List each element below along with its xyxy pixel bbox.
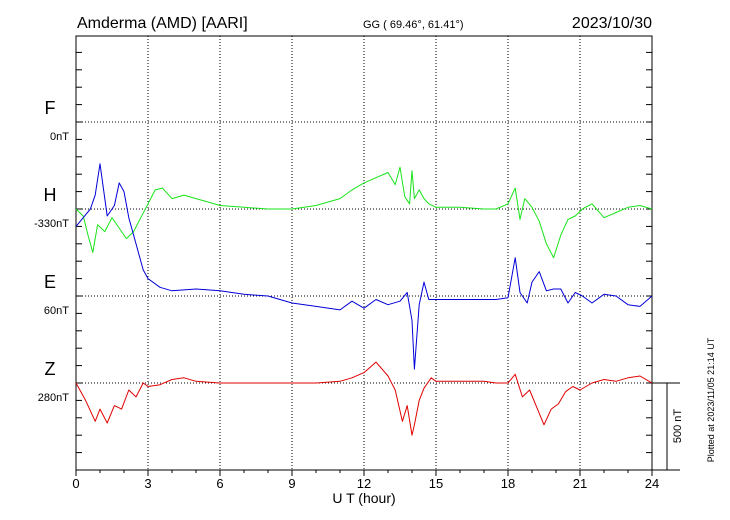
x-tick-label: 18 [501, 476, 515, 491]
plotted-timestamp: Plotted at 2023/11/05 21:14 UT [706, 337, 716, 462]
station-title: Amderma (AMD) [AARI] [77, 15, 248, 32]
grid-lines [76, 36, 652, 470]
series-label-E: E [44, 272, 56, 292]
x-axis: 0 3 6 9 12 15 18 21 24 [72, 470, 659, 491]
series-label-Z: Z [45, 359, 56, 379]
series-baseline-label-Z: 280nT [38, 392, 69, 404]
series-label-F: F [45, 98, 56, 118]
series-baseline-label-E: 60nT [44, 305, 69, 317]
x-tick-label: 24 [645, 476, 659, 491]
x-tick-label: 3 [144, 476, 151, 491]
x-tick-label: 0 [72, 476, 79, 491]
series-baseline-label-F: 0nT [50, 131, 69, 143]
x-tick-label: 15 [429, 476, 443, 491]
series-line-E [75, 163, 653, 370]
scale-bar: 500 nT [652, 382, 684, 471]
x-tick-label: 21 [573, 476, 587, 491]
series-line-H [75, 166, 653, 259]
series-line-Z [75, 361, 653, 436]
series-lines [75, 163, 653, 436]
x-tick-label: 12 [357, 476, 371, 491]
x-tick-label: 6 [216, 476, 223, 491]
series-label-H: H [44, 185, 57, 205]
chart-date: 2023/10/30 [572, 15, 652, 32]
y-ticks [76, 51, 652, 471]
x-tick-label: 9 [288, 476, 295, 491]
scale-bar-label: 500 nT [672, 409, 684, 444]
series-baseline-label-H: -330nT [34, 218, 69, 230]
x-axis-label: U T (hour) [332, 490, 395, 506]
series-labels: F 0nT H -330nT E 60nT Z 280nT [34, 98, 69, 404]
geographic-coordinates: GG ( 69.46°, 61.41°) [363, 19, 464, 31]
